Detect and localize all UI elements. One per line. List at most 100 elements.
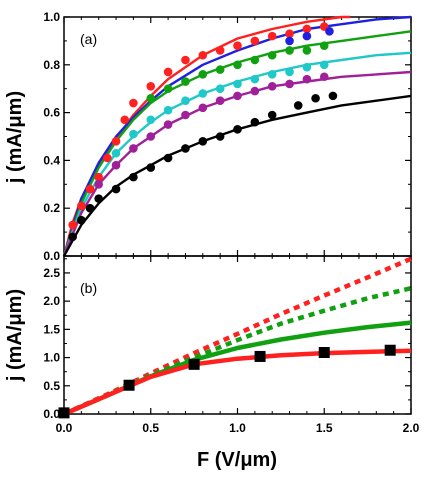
panel-a-fit-curves [62, 15, 412, 257]
y-tick-label: 1.0 [43, 351, 60, 365]
data-point-0 [94, 172, 103, 182]
data-point-0 [215, 46, 225, 55]
data-point-3 [215, 84, 225, 93]
data-point-0 [302, 24, 312, 34]
square-point [58, 407, 70, 419]
data-point-5 [94, 194, 103, 203]
data-point-0 [285, 29, 294, 39]
data-point-3 [163, 105, 173, 115]
panel-a-label: (a) [80, 31, 97, 47]
data-point-0 [85, 184, 95, 194]
data-point-0 [267, 31, 277, 41]
x-tick-label: 2.0 [403, 421, 420, 435]
data-point-5 [311, 93, 320, 103]
y-tick-label: 0.8 [43, 58, 60, 72]
data-point-4 [285, 79, 294, 89]
dotted-curve-0 [63, 256, 412, 417]
data-point-0 [146, 82, 156, 91]
panel-b: 0.0 0.5 1.0 1.5 2.0 2.5 0.0 0.5 1.0 1.5 2.0 (b) j … [4, 255, 420, 471]
data-point-3 [181, 96, 190, 105]
data-point-5 [181, 144, 190, 153]
data-point-1 [285, 36, 294, 46]
data-point-5 [328, 91, 338, 101]
data-point-5 [215, 132, 225, 141]
panel-b-curves [63, 256, 412, 417]
data-point-1 [325, 27, 334, 36]
data-point-3 [146, 115, 156, 125]
panel-b-ticks: 0.0 0.5 1.0 1.5 2.0 2.5 0.0 0.5 1.0 1.5 2.0 [43, 256, 420, 435]
data-point-2 [181, 77, 190, 86]
panel-a-y-axis-label: j (mA/μm) [4, 91, 26, 184]
data-point-0 [163, 67, 173, 77]
data-point-0 [198, 50, 208, 60]
data-point-4 [94, 180, 103, 189]
data-point-4 [215, 96, 225, 105]
panel-a-data-points [68, 22, 338, 242]
data-point-5 [146, 163, 156, 172]
data-point-5 [77, 215, 86, 225]
data-point-3 [129, 129, 138, 139]
data-point-2 [146, 93, 156, 103]
y-tick-label: 1.5 [43, 322, 60, 336]
data-point-2 [267, 50, 277, 60]
y-tick-label: 0.2 [43, 201, 60, 215]
x-tick-label: 1.0 [229, 421, 246, 435]
data-point-2 [233, 60, 242, 70]
data-point-2 [319, 41, 329, 50]
panel-a-ticks: 0.0 0.2 0.4 0.6 0.8 1.0 [43, 10, 412, 263]
fit-curve-5 [62, 94, 412, 257]
data-point-5 [198, 136, 208, 146]
data-point-4 [111, 160, 121, 170]
y-tick-label: 2.5 [43, 266, 60, 280]
data-point-2 [285, 46, 294, 55]
data-point-5 [250, 117, 260, 127]
y-tick-label: 0.6 [43, 106, 60, 120]
data-point-5 [267, 110, 277, 120]
data-point-2 [250, 55, 260, 65]
data-point-4 [233, 91, 242, 101]
data-point-0 [250, 36, 260, 46]
y-tick-label: 0.5 [43, 379, 60, 393]
data-point-0 [181, 55, 190, 65]
data-point-5 [233, 125, 242, 134]
data-point-4 [250, 86, 260, 96]
data-point-4 [198, 103, 208, 113]
data-point-0 [103, 153, 112, 163]
y-tick-label: 0.0 [43, 407, 60, 421]
data-point-4 [319, 72, 329, 82]
square-point [188, 358, 200, 370]
data-point-3 [198, 89, 208, 98]
panel-b-y-axis-label: j (mA/μm) [4, 289, 26, 382]
x-tick-label: 1.5 [316, 421, 333, 435]
data-point-0 [111, 136, 121, 146]
data-point-5 [163, 153, 173, 163]
data-point-3 [302, 62, 312, 72]
data-point-4 [146, 132, 156, 141]
data-point-4 [163, 120, 173, 129]
data-point-3 [111, 148, 121, 158]
data-point-2 [302, 46, 312, 55]
data-point-0 [129, 98, 138, 108]
data-point-0 [120, 115, 130, 125]
x-tick-label: 0.0 [56, 421, 73, 435]
data-point-4 [267, 82, 277, 91]
data-point-0 [68, 220, 77, 230]
solid-curve-3 [63, 348, 412, 417]
data-point-2 [198, 70, 208, 79]
data-point-5 [293, 101, 303, 110]
panel-b-label: (b) [80, 280, 97, 296]
data-point-5 [85, 203, 95, 213]
square-point [123, 379, 135, 391]
data-point-2 [163, 84, 173, 93]
data-point-3 [285, 67, 294, 77]
data-point-4 [181, 110, 190, 120]
fit-curve-1 [62, 15, 412, 257]
data-point-4 [302, 74, 312, 84]
data-point-1 [302, 31, 312, 41]
x-tick-label: 0.5 [142, 421, 159, 435]
dotted-curve-1 [63, 286, 412, 417]
square-point [384, 344, 396, 356]
y-tick-label: 1.0 [43, 10, 60, 24]
data-point-3 [233, 79, 242, 89]
data-point-3 [250, 74, 260, 84]
